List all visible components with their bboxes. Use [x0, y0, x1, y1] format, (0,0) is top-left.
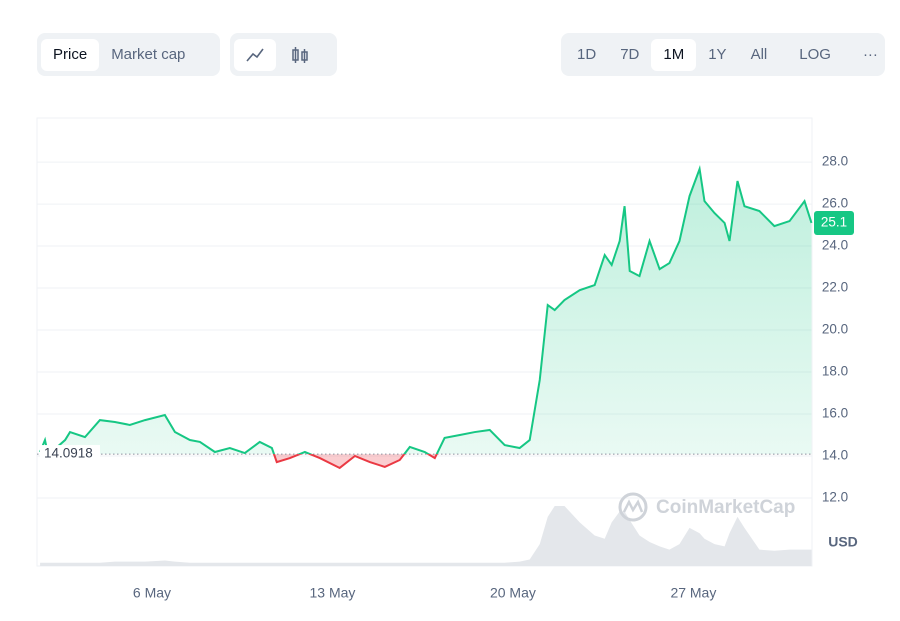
tab[interactable]: Market cap: [111, 45, 186, 63]
x-tick-label: 27 May: [670, 585, 716, 601]
x-tick-label: 20 May: [490, 585, 536, 601]
baseline-label-bg: [40, 445, 100, 464]
y-tick-label: 26.0: [822, 196, 848, 211]
y-tick-label: 12.0: [822, 490, 848, 505]
price-line: [39, 165, 813, 455]
volume-area: [40, 506, 812, 566]
y-tick-label: 24.0: [822, 238, 848, 253]
range[interactable]: All: [750, 45, 768, 63]
plot-frame: [36, 117, 813, 567]
y-tick-label: 14.0: [822, 448, 848, 463]
more[interactable]: ···: [862, 45, 878, 63]
chart-kind: [230, 33, 337, 76]
price-line-below: [46, 454, 438, 470]
y-tick-label: 16.0: [822, 406, 848, 421]
metric-tabs: Price Market cap: [37, 33, 220, 76]
y-tick-label: 20.0: [822, 322, 848, 337]
area-below: [47, 454, 437, 468]
watermark-text: CoinMarketCap: [656, 497, 795, 518]
area-above: [40, 169, 812, 455]
x-tick-label: 13 May: [309, 585, 355, 601]
range[interactable]: 1Y: [708, 45, 727, 63]
range[interactable]: 1D: [577, 45, 597, 63]
currency-label: USD: [828, 534, 858, 550]
log-toggle[interactable]: LOG: [799, 45, 831, 63]
line-button[interactable]: [234, 38, 276, 71]
range-tabs: 1D 7D 1M 1Y All LOG ···: [561, 33, 885, 76]
price-badge: [814, 210, 854, 235]
y-tick-label: 22.0: [822, 280, 848, 295]
range[interactable]: 1M: [651, 38, 697, 71]
baseline-label: 14.0918: [44, 446, 93, 461]
x-tick-label: 6 May: [133, 585, 171, 601]
line-icon: [246, 48, 264, 62]
y-tick-label: 18.0: [822, 364, 848, 379]
watermark: CoinMarketCap: [618, 492, 795, 522]
y-tick-label: 28.0: [822, 154, 848, 169]
price-badge-label: 25.1: [821, 215, 847, 230]
candle-button[interactable]: [276, 39, 324, 71]
tab[interactable]: Price: [41, 38, 100, 71]
range[interactable]: 7D: [620, 45, 640, 63]
candle-icon: [292, 46, 308, 63]
